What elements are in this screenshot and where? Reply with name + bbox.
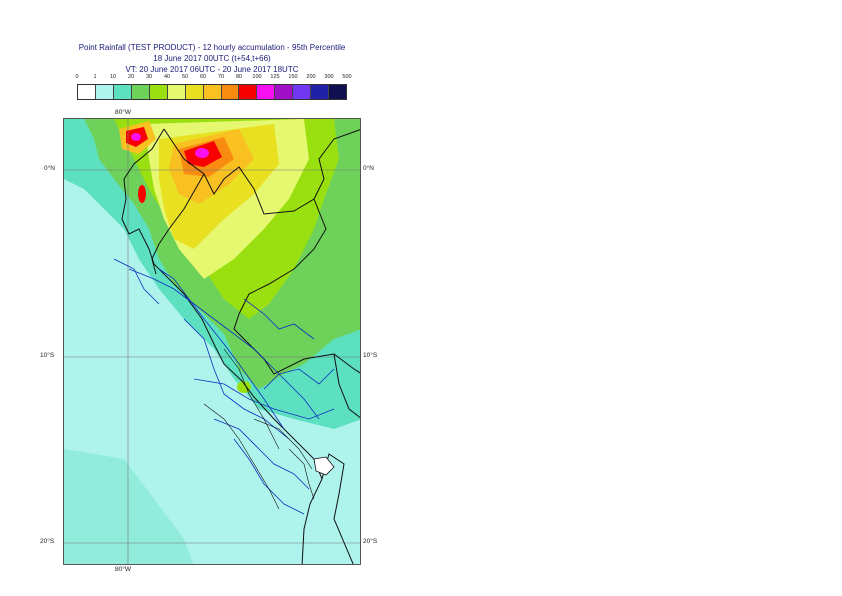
rain-zone-100	[195, 148, 209, 158]
ocean-band	[64, 449, 194, 564]
legend-swatch	[185, 85, 204, 99]
lat-label-right-0: 0°N	[363, 165, 374, 172]
legend-label: 30	[145, 74, 153, 80]
legend-labels: 0 1 10 20 30 40 50 60 70 80 100 125 150 200 300 500	[75, 74, 351, 84]
region-border-1	[128, 268, 320, 420]
legend-bar	[77, 84, 347, 100]
legend-swatch	[95, 85, 114, 99]
lat-label-right-20: 20°S	[363, 538, 378, 545]
legend-label: 150	[288, 74, 298, 80]
legend-swatch	[293, 85, 312, 99]
lat-label-right-10: 10°S	[363, 352, 378, 359]
rain-cell-coast	[138, 185, 146, 203]
rain-hotspot-nw-peak	[131, 133, 141, 141]
dept-border-2	[203, 403, 280, 510]
legend-swatch	[113, 85, 132, 99]
lat-label-left-20: 20°S	[40, 538, 55, 545]
rainfall-map	[63, 118, 361, 565]
legend-label: 50	[181, 74, 189, 80]
legend-swatch	[203, 85, 222, 99]
lat-label-left-10: 10°S	[40, 352, 55, 359]
region-border-9	[113, 258, 160, 305]
border-colombia	[163, 128, 360, 215]
legend-swatch	[257, 85, 276, 99]
legend-swatch	[311, 85, 330, 99]
lake-titicaca	[313, 456, 335, 476]
legend-label: 125	[270, 74, 280, 80]
legend-swatch	[131, 85, 150, 99]
legend-label: 60	[199, 74, 207, 80]
legend-label: 0	[75, 74, 79, 80]
color-legend: 0 1 10 20 30 40 50 60 70 80 100 125 150 200 300 500	[75, 74, 352, 102]
legend-swatch	[221, 85, 240, 99]
lon-label-top: 80°W	[115, 109, 131, 116]
region-border-7	[263, 368, 335, 390]
title-block: Point Rainfall (TEST PRODUCT) - 12 hourl…	[0, 42, 424, 75]
lon-label-bottom: 80°W	[115, 566, 131, 573]
legend-label: 40	[163, 74, 171, 80]
legend-swatch	[275, 85, 294, 99]
legend-label: 70	[217, 74, 225, 80]
border-chile	[321, 453, 354, 564]
legend-label: 300	[324, 74, 334, 80]
legend-label: 10	[109, 74, 117, 80]
region-border-4	[193, 378, 335, 420]
legend-swatch	[329, 85, 347, 99]
legend-swatch	[149, 85, 168, 99]
legend-label: 20	[127, 74, 135, 80]
rain-cell-south	[237, 381, 251, 393]
dept-border-1	[223, 348, 280, 450]
legend-swatch	[78, 85, 96, 99]
dept-border-3	[253, 418, 313, 470]
legend-swatch	[167, 85, 186, 99]
legend-label: 100	[252, 74, 262, 80]
legend-label: 200	[306, 74, 316, 80]
legend-label: 80	[235, 74, 243, 80]
legend-label: 1	[93, 74, 97, 80]
region-border-6	[233, 438, 305, 515]
dept-border-4	[288, 448, 315, 500]
lat-label-left-0: 0°N	[44, 165, 55, 172]
title-line-2: 18 June 2017 00UTC (t+54,t+66)	[153, 54, 271, 63]
title-line-1: Point Rainfall (TEST PRODUCT) - 12 hourl…	[78, 43, 346, 52]
title-line-3: VT: 20 June 2017 06UTC - 20 June 2017 18…	[125, 65, 299, 74]
legend-swatch	[239, 85, 258, 99]
legend-label: 500	[342, 74, 352, 80]
map-svg	[64, 119, 360, 564]
region-border-8	[243, 298, 315, 340]
border-bolivia	[333, 353, 360, 419]
region-border-2	[158, 268, 285, 430]
border-ecuador	[151, 173, 205, 275]
region-border-5	[213, 418, 310, 490]
border-brazil	[233, 198, 360, 375]
